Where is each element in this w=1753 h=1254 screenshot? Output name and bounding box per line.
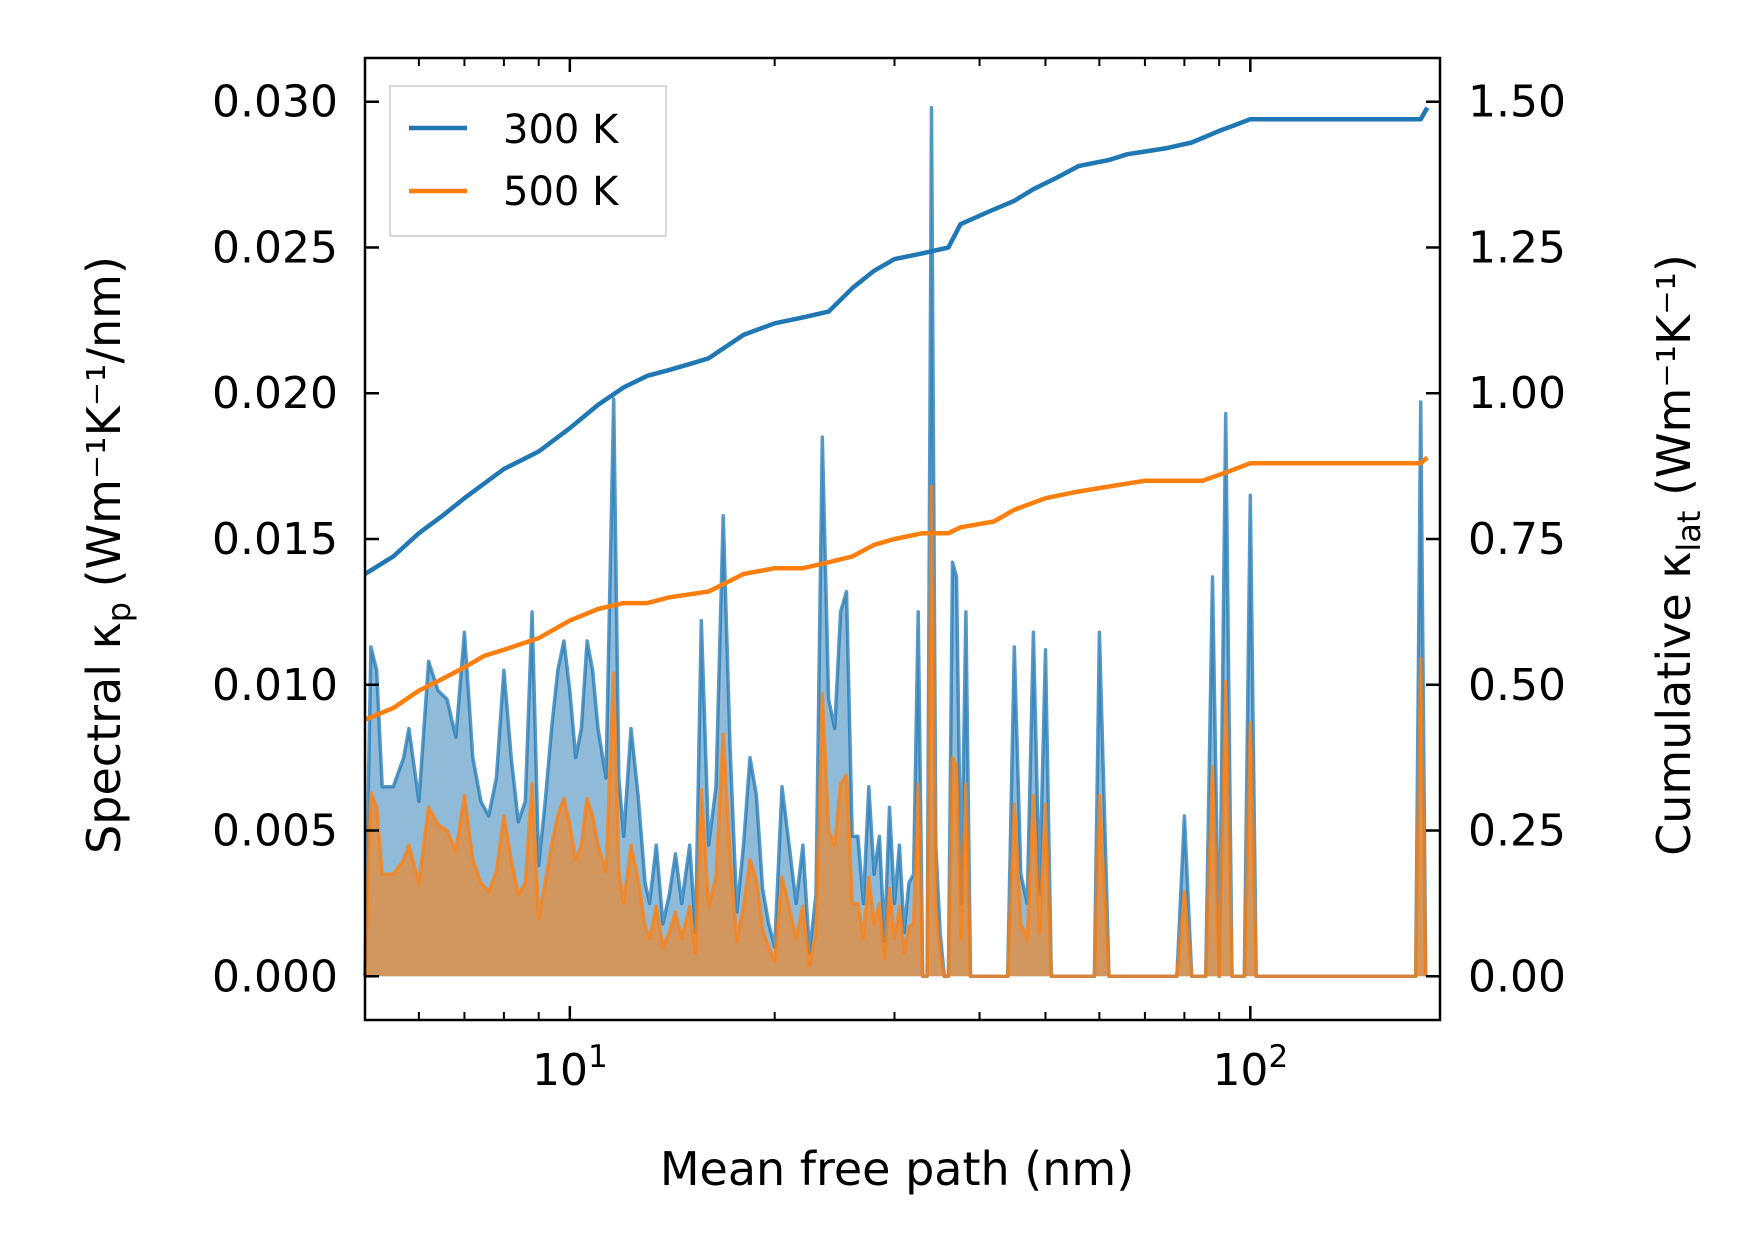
y-left-tick-label: 0.015 bbox=[212, 514, 338, 565]
cumulative-line-300k bbox=[363, 106, 1430, 576]
x-tick-label: 101 bbox=[532, 1039, 608, 1096]
legend: 300 K 500 K bbox=[389, 85, 667, 237]
y-right-tick-label: 0.50 bbox=[1468, 660, 1566, 711]
x-axis-title: Mean free path (nm) bbox=[660, 1142, 1134, 1196]
y-right-tick-label: 0.00 bbox=[1468, 951, 1566, 1002]
y-right-tick-label: 0.75 bbox=[1468, 514, 1566, 565]
y-right-title-main: Cumulative κ bbox=[1647, 552, 1701, 856]
y-left-tick-label: 0.025 bbox=[212, 222, 338, 273]
x-tick-label: 102 bbox=[1212, 1039, 1288, 1096]
cumulative-line-500k bbox=[364, 455, 1429, 722]
y-left-tick-label: 0.020 bbox=[212, 368, 338, 419]
y-right-tick-label: 0.25 bbox=[1468, 806, 1566, 857]
y-left-title-sub: p bbox=[100, 602, 138, 622]
y-left-tick-label: 0.010 bbox=[212, 660, 338, 711]
spectral-line-500k bbox=[363, 484, 1428, 979]
y-left-title-main: Spectral κ bbox=[77, 622, 131, 854]
axes-layer: 0.000 0.005 0.010 0.015 0.020 0.025 0.030 0.00 0… bbox=[212, 56, 1566, 1096]
y-left-tick-label: 0.000 bbox=[212, 951, 338, 1002]
y-left-tick-label: 0.005 bbox=[212, 806, 338, 857]
cumulative-series-layer bbox=[363, 106, 1430, 722]
y-right-tick-label: 1.00 bbox=[1468, 368, 1566, 419]
y-left-title-unit: (Wm⁻¹K⁻¹/nm) bbox=[77, 256, 131, 602]
y-left-tick-label: 0.030 bbox=[212, 77, 338, 128]
x-tick-base: 10 bbox=[1212, 1045, 1268, 1096]
y-right-title-unit: (Wm⁻¹K⁻¹) bbox=[1647, 254, 1701, 510]
x-tick-exponent: 1 bbox=[588, 1039, 608, 1075]
x-tick-base: 10 bbox=[532, 1045, 588, 1096]
y-right-axis-title: Cumulative κlat (Wm⁻¹K⁻¹) bbox=[1647, 254, 1708, 856]
x-tick-exponent: 2 bbox=[1268, 1039, 1288, 1075]
y-right-title-sub: lat bbox=[1670, 511, 1708, 552]
legend-frame bbox=[389, 85, 667, 237]
y-right-tick-label: 1.50 bbox=[1468, 77, 1566, 128]
legend-label-300k: 300 K bbox=[503, 107, 620, 153]
y-left-axis-title: Spectral κp (Wm⁻¹K⁻¹/nm) bbox=[77, 256, 138, 854]
spectral-series-layer bbox=[363, 105, 1428, 979]
legend-label-500k: 500 K bbox=[503, 169, 620, 215]
y-right-tick-label: 1.25 bbox=[1468, 222, 1566, 273]
